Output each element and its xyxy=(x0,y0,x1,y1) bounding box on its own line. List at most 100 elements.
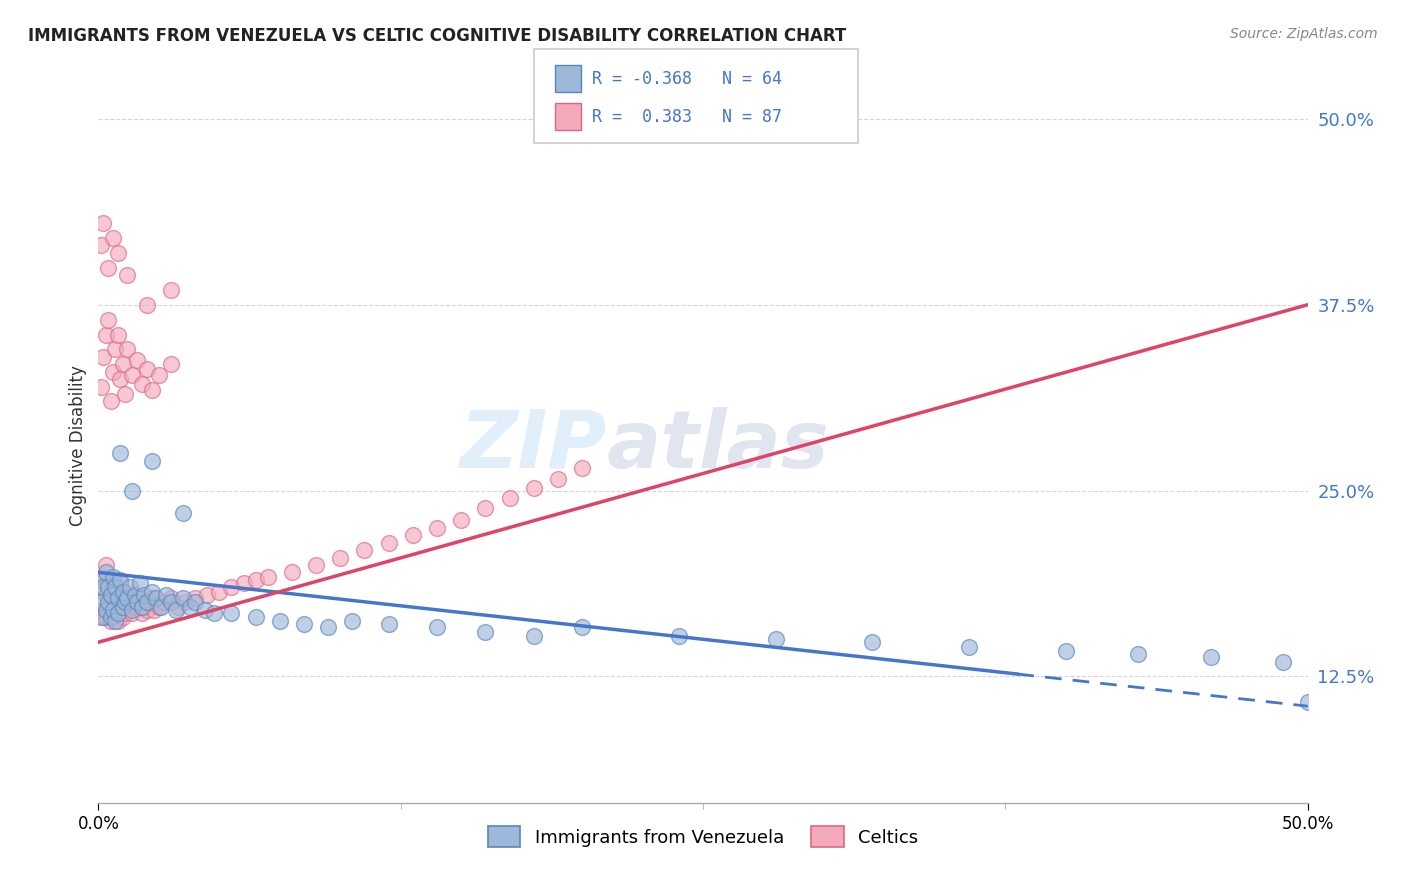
Point xyxy=(141,584,163,599)
Point xyxy=(353,543,375,558)
Point xyxy=(94,588,117,602)
Point xyxy=(107,591,129,605)
Point xyxy=(117,343,139,357)
Point xyxy=(101,570,124,584)
Point xyxy=(97,580,120,594)
Point xyxy=(111,610,134,624)
Point xyxy=(134,599,156,614)
Point xyxy=(160,591,183,605)
Point xyxy=(1272,655,1295,669)
Point xyxy=(97,260,120,275)
Point xyxy=(523,481,546,495)
Point xyxy=(111,599,134,614)
Point xyxy=(101,231,124,245)
Point xyxy=(135,361,157,376)
Point xyxy=(90,238,112,252)
Point xyxy=(108,573,131,587)
Text: Source: ZipAtlas.com: Source: ZipAtlas.com xyxy=(1230,27,1378,41)
Point xyxy=(131,606,153,620)
Point xyxy=(111,584,134,599)
Point xyxy=(148,599,170,614)
Point xyxy=(104,584,127,599)
Point xyxy=(114,584,136,599)
Point xyxy=(377,535,399,549)
Point xyxy=(316,620,339,634)
Point xyxy=(1054,644,1077,658)
Point xyxy=(128,591,150,605)
Point xyxy=(160,357,183,371)
Point xyxy=(172,506,194,520)
Point xyxy=(160,595,183,609)
Point xyxy=(117,595,139,609)
Point xyxy=(108,446,131,460)
Point xyxy=(474,501,496,516)
Point xyxy=(108,372,131,386)
Point xyxy=(450,513,472,527)
Point xyxy=(145,591,167,605)
Point xyxy=(117,591,139,605)
Point xyxy=(135,602,157,616)
Point xyxy=(377,617,399,632)
Point xyxy=(101,602,124,616)
Point xyxy=(121,602,143,616)
Point xyxy=(90,379,112,393)
Point xyxy=(100,394,122,409)
Point xyxy=(204,606,226,620)
Point xyxy=(155,588,177,602)
Text: atlas: atlas xyxy=(606,407,830,485)
Point xyxy=(765,632,787,647)
Point xyxy=(104,343,127,357)
Point xyxy=(426,620,449,634)
Point xyxy=(107,606,129,620)
Point xyxy=(160,283,183,297)
Point xyxy=(97,580,120,594)
Point xyxy=(91,570,114,584)
Point xyxy=(114,387,136,401)
Point xyxy=(94,602,117,616)
Point xyxy=(104,580,127,594)
Point xyxy=(94,566,117,580)
Point xyxy=(100,591,122,605)
Point xyxy=(292,617,315,632)
Point xyxy=(107,245,129,260)
Point xyxy=(152,595,174,609)
Y-axis label: Cognitive Disability: Cognitive Disability xyxy=(69,366,87,526)
Point xyxy=(131,376,153,391)
Point xyxy=(167,599,190,614)
Point xyxy=(208,584,231,599)
Point xyxy=(138,595,160,609)
Point xyxy=(256,570,278,584)
Point xyxy=(135,595,157,609)
Point xyxy=(127,595,149,609)
Point xyxy=(860,635,883,649)
Text: R =  0.383   N = 87: R = 0.383 N = 87 xyxy=(592,108,782,126)
Point xyxy=(101,573,124,587)
Point xyxy=(104,606,127,620)
Point xyxy=(100,615,122,629)
Point xyxy=(143,602,166,616)
Point xyxy=(117,268,139,282)
Point xyxy=(121,606,143,620)
Point xyxy=(107,593,129,607)
Point xyxy=(402,528,425,542)
Point xyxy=(94,558,117,572)
Point xyxy=(97,599,120,614)
Point xyxy=(100,588,122,602)
Point xyxy=(148,368,170,382)
Point xyxy=(94,610,117,624)
Point xyxy=(90,610,112,624)
Point xyxy=(118,591,141,605)
Point xyxy=(281,566,304,580)
Point xyxy=(523,629,546,643)
Point xyxy=(571,461,593,475)
Point xyxy=(221,580,243,594)
Point xyxy=(172,591,194,605)
Point xyxy=(184,591,207,605)
Point xyxy=(342,615,364,629)
Point xyxy=(141,454,163,468)
Point xyxy=(91,610,114,624)
Point xyxy=(221,606,243,620)
Point xyxy=(141,383,163,397)
Point xyxy=(121,483,143,498)
Point xyxy=(1199,650,1222,665)
